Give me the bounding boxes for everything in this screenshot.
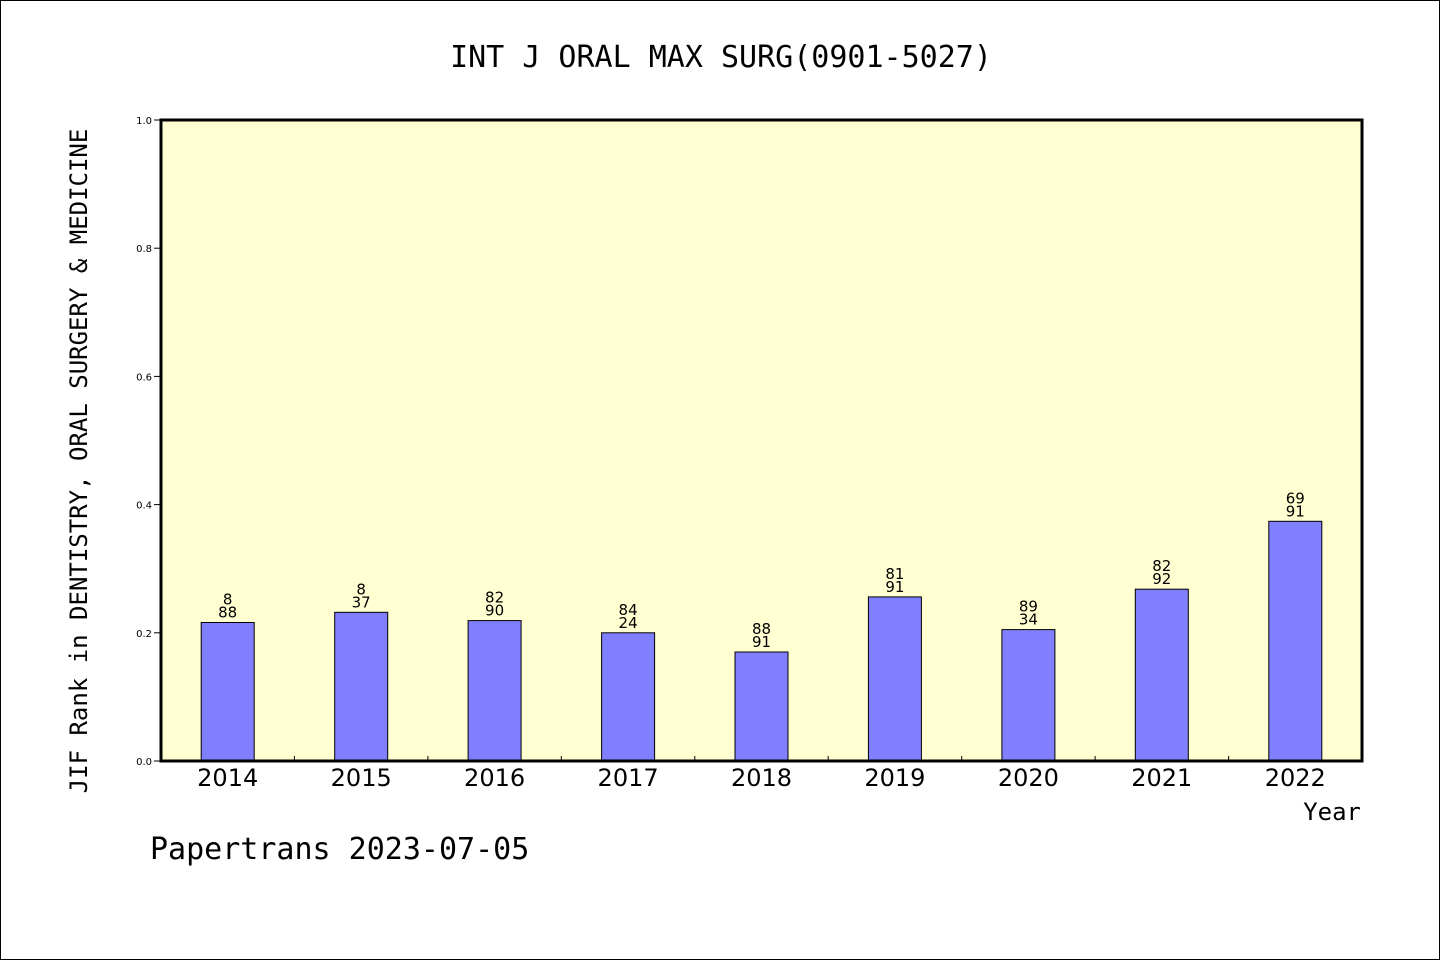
y-tick-label-0.2: 0.2	[136, 629, 152, 640]
bar-label-2019-line-2: 91	[885, 578, 904, 596]
y-axis-ticks: 0.0 0.2 0.4 0.6 0.8 1.0	[136, 116, 161, 768]
x-tick-label-2021: 2021	[1131, 764, 1192, 792]
chart-title: INT J ORAL MAX SURG(0901-5027)	[450, 40, 992, 75]
x-axis-label: Year	[1303, 798, 1361, 826]
bar-label-2018-line-1: 88	[752, 620, 771, 638]
bar-label-2019-line-1: 81	[885, 565, 904, 583]
footer-watermark-text: Papertrans 2023-07-05	[150, 832, 530, 867]
bar-label-2014-line-1: 8	[223, 591, 233, 609]
bar-2015	[334, 611, 389, 762]
y-tick-label-1.0: 1.0	[136, 116, 152, 127]
x-tick-label-2017: 2017	[598, 764, 659, 792]
bar-label-2020-line-2: 34	[1019, 611, 1038, 629]
x-tick-label-2019: 2019	[864, 764, 925, 792]
y-tick-label-0.4: 0.4	[136, 501, 152, 512]
x-tick-label-2020: 2020	[998, 764, 1059, 792]
bar-2021	[1134, 588, 1189, 762]
x-tick-label-2018: 2018	[731, 764, 792, 792]
bars-layer	[200, 520, 1323, 762]
y-tick-label-0.8: 0.8	[136, 244, 152, 255]
bar-label-2017-line-2: 24	[619, 614, 638, 632]
x-tick-label-2014: 2014	[197, 764, 258, 792]
bar-label-2021-line-2: 92	[1152, 570, 1171, 588]
bar-label-2017-line-1: 84	[619, 601, 638, 619]
y-axis-label: JIF Rank in DENTISTRY, ORAL SURGERY & ME…	[65, 129, 93, 794]
bar-label-2016-line-1: 82	[485, 589, 504, 607]
bar-label-2016-line-2: 90	[485, 602, 504, 620]
bar-2020	[1001, 629, 1056, 762]
bar-2019	[867, 596, 922, 762]
bar-2017	[601, 632, 656, 762]
bar-label-2022-line-1: 69	[1286, 489, 1305, 507]
y-tick-label-0.6: 0.6	[136, 372, 152, 383]
plot-frame	[159, 118, 1364, 763]
bar-2016	[467, 620, 522, 762]
bar-label-2022-line-2: 91	[1286, 502, 1305, 520]
x-tick-label-2022: 2022	[1265, 764, 1326, 792]
bar-label-2015-line-2: 37	[352, 593, 371, 611]
x-axis-ticks: 2014 2015 2016 2017 2018 2019 2020 2021 2022	[197, 756, 1326, 792]
bar-2022	[1268, 520, 1323, 762]
x-tick-label-2015: 2015	[331, 764, 392, 792]
bar-label-2020-line-1: 89	[1019, 598, 1038, 616]
bar-2014	[200, 622, 255, 762]
bar-label-2015-line-1: 8	[356, 580, 366, 598]
bar-label-2018-line-2: 91	[752, 633, 771, 651]
bar-label-2014-line-2: 88	[218, 604, 237, 622]
bar-2018	[734, 651, 789, 762]
bar-label-2021-line-1: 82	[1152, 557, 1171, 575]
y-tick-label-0.0: 0.0	[136, 757, 152, 768]
x-tick-label-2016: 2016	[464, 764, 525, 792]
